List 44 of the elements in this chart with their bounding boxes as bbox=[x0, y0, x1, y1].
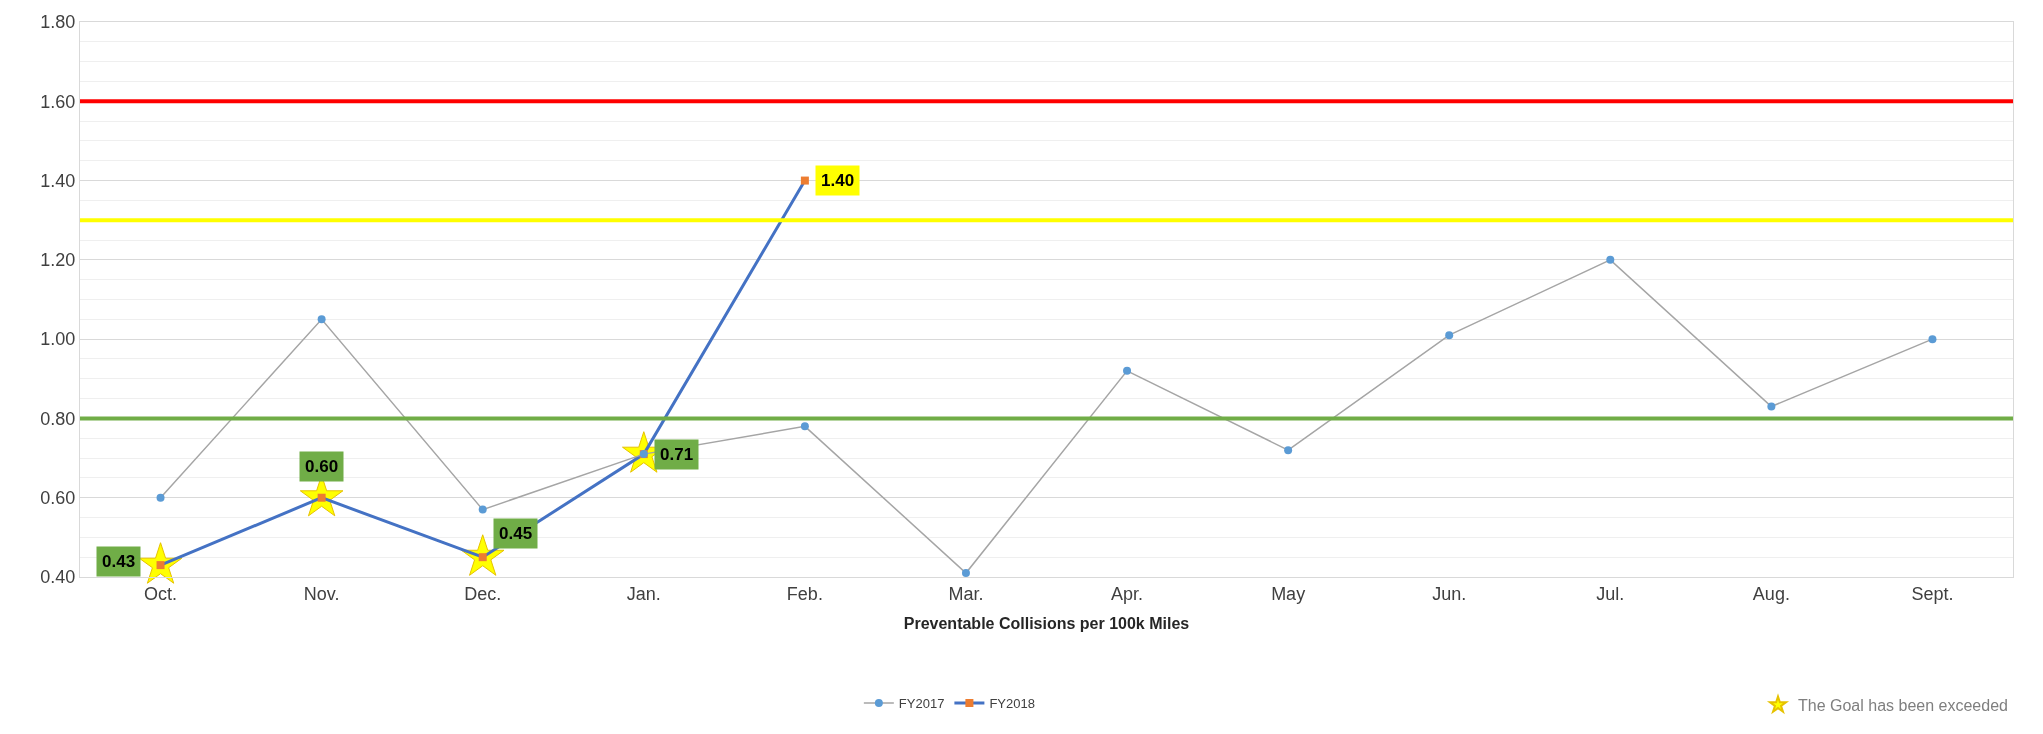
point bbox=[961, 569, 970, 578]
x-tick-label: Aug. bbox=[1752, 583, 1790, 604]
x-tick-label: Sept. bbox=[1911, 583, 1954, 604]
legend-label: The Goal has been exceeded bbox=[1798, 697, 2008, 715]
x-tick-label: Jan. bbox=[626, 583, 661, 604]
y-tick-label: 1.60 bbox=[40, 91, 76, 112]
point bbox=[1928, 335, 1937, 344]
y-tick-label: 0.80 bbox=[40, 408, 76, 429]
point bbox=[156, 493, 165, 502]
point bbox=[800, 422, 809, 431]
data-label: 0.60 bbox=[305, 457, 339, 476]
y-tick-label: 1.20 bbox=[40, 250, 76, 271]
point bbox=[478, 553, 487, 562]
legend-label: FY2018 bbox=[989, 696, 1035, 712]
x-tick-label: Mar. bbox=[948, 583, 984, 604]
y-tick-label: 1.40 bbox=[40, 170, 76, 191]
point bbox=[1284, 446, 1293, 455]
data-label: 0.45 bbox=[499, 524, 533, 543]
x-tick-label: Dec. bbox=[464, 583, 502, 604]
y-tick-label: 0.40 bbox=[40, 567, 76, 588]
x-tick-label: Nov. bbox=[303, 583, 340, 604]
data-label: 0.43 bbox=[102, 552, 136, 571]
x-tick-label: May bbox=[1271, 583, 1306, 604]
x-tick-label: Apr. bbox=[1111, 583, 1144, 604]
x-tick-label: Feb. bbox=[786, 583, 823, 604]
point bbox=[1606, 255, 1615, 264]
x-tick-label: Oct. bbox=[144, 583, 178, 604]
y-tick-label: 1.80 bbox=[40, 12, 76, 33]
point bbox=[1123, 366, 1132, 375]
y-tick-label: 1.00 bbox=[40, 329, 76, 350]
data-label: 0.71 bbox=[660, 445, 694, 464]
point bbox=[317, 315, 326, 324]
y-tick-label: 0.60 bbox=[40, 488, 76, 509]
point bbox=[156, 561, 165, 570]
legend-label: FY2017 bbox=[898, 696, 945, 712]
x-tick-label: Jun. bbox=[1432, 583, 1467, 604]
x-axis-title: Preventable Collisions per 100k Miles bbox=[903, 615, 1190, 633]
data-label: 1.40 bbox=[821, 171, 855, 190]
point bbox=[1767, 402, 1776, 411]
point bbox=[317, 493, 326, 502]
point bbox=[800, 176, 809, 185]
point bbox=[1445, 331, 1454, 340]
point bbox=[478, 505, 487, 514]
x-tick-label: Jul. bbox=[1596, 583, 1625, 604]
